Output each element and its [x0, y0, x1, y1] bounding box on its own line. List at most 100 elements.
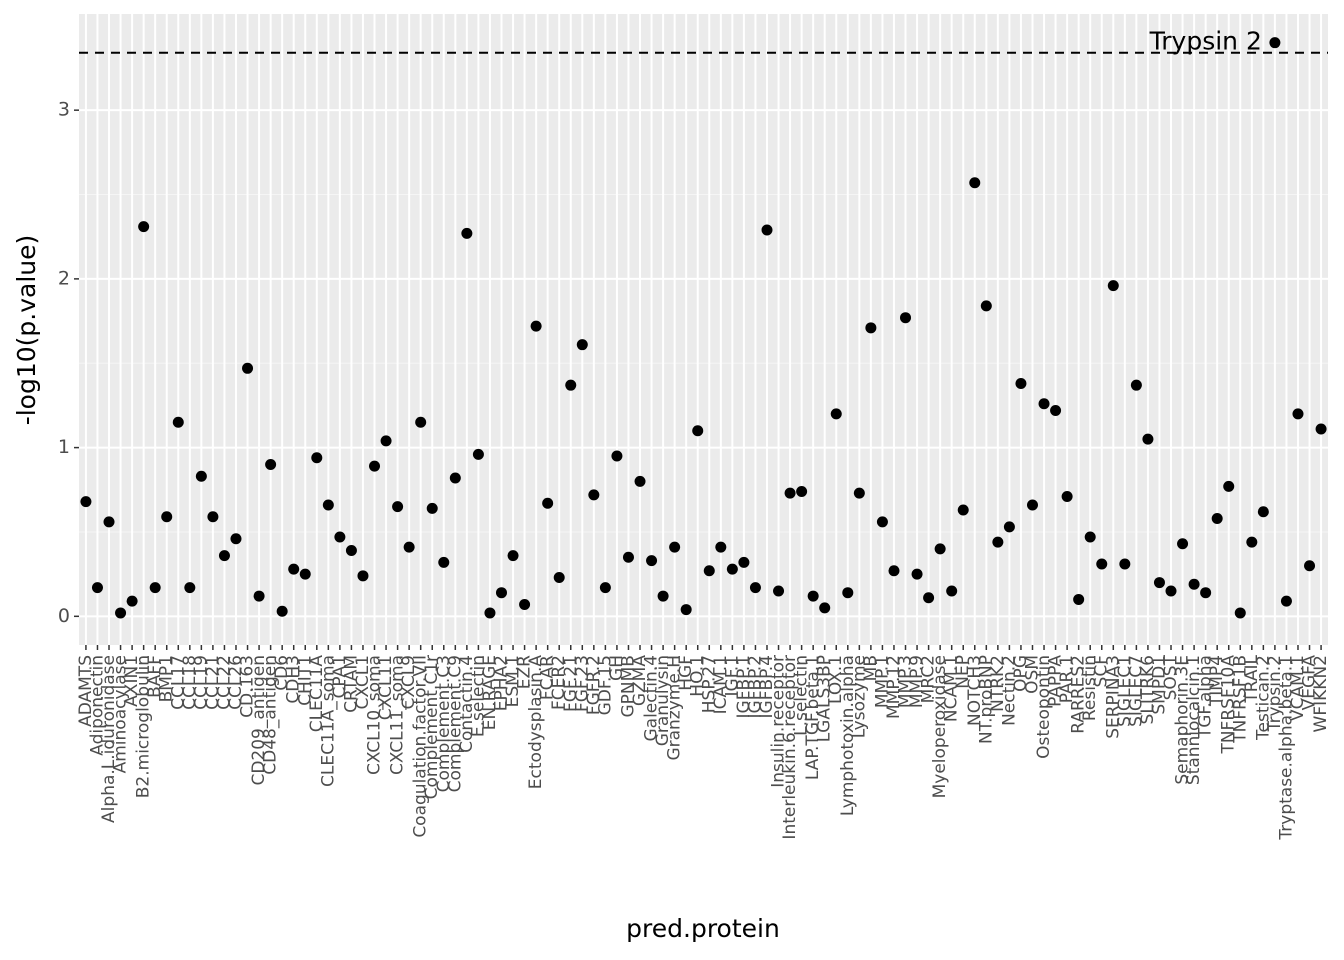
x-tick-label: Tryptase.alpha.beta.1	[1276, 655, 1296, 841]
x-tick-label: Granzyme.H	[665, 655, 685, 761]
point	[91, 582, 103, 594]
point	[726, 563, 738, 575]
x-tick-label: Alpha.L.iduronidase	[99, 655, 119, 823]
point	[1084, 531, 1096, 543]
point	[1026, 499, 1038, 511]
x-tick-label: Complement.C1r	[422, 655, 442, 799]
x-tick-label: HGF	[676, 655, 696, 691]
x-tick-label: MB	[861, 655, 881, 681]
x-tick-label: Resistin	[1080, 655, 1100, 721]
x-tick-label: RARRES2	[1069, 655, 1089, 734]
point	[265, 458, 277, 470]
x-tick-label: Semaphorin.3E	[1173, 655, 1193, 785]
point	[103, 516, 115, 528]
x-tick-label: BMP1	[157, 655, 177, 702]
x-tick-label: CXCL10_soma	[365, 655, 385, 775]
point	[519, 599, 531, 611]
x-tick-label: TNFRSF1B	[1230, 655, 1250, 744]
x-tick-label: FGFR.2	[584, 655, 604, 715]
x-tick-label: SCF	[1092, 655, 1112, 687]
x-tick-label: CCL17	[168, 655, 188, 710]
point	[669, 541, 681, 553]
x-tick-label: FGF.21	[561, 655, 581, 712]
x-tick-label: Osteopontin	[1034, 655, 1054, 759]
x-axis-title: pred.protein	[626, 914, 780, 943]
point	[172, 416, 184, 428]
point	[553, 572, 565, 584]
point	[1211, 512, 1223, 524]
x-tick-label: TGF.alpha	[1196, 655, 1216, 739]
point	[634, 475, 646, 487]
x-tick-label: VCAM.1	[1288, 655, 1308, 721]
point	[703, 565, 715, 577]
point	[288, 563, 300, 575]
point	[1003, 521, 1015, 533]
point	[530, 320, 542, 332]
x-tick-label: IGFBP.4	[757, 655, 777, 718]
point	[749, 582, 761, 594]
x-tick-label: LGALS3BP	[815, 655, 835, 742]
x-tick-label: TRAIL	[1242, 654, 1262, 703]
x-tick-label: CCL22	[214, 655, 234, 710]
point	[138, 221, 150, 233]
point	[495, 587, 507, 599]
point	[1292, 408, 1304, 420]
x-tick-label: HO.1	[688, 655, 708, 697]
x-tick-label: MMP.3	[896, 655, 916, 708]
point	[1257, 506, 1269, 518]
x-tick-label: L.selectin	[792, 655, 812, 736]
point	[218, 550, 230, 562]
x-tick-label: LAP.TGF.beta.1	[803, 655, 823, 780]
x-tick-label: E.selectin	[468, 655, 488, 737]
point	[334, 531, 346, 543]
x-tick-label: CRTAM	[341, 655, 361, 713]
panel-background	[79, 14, 1328, 645]
x-tick-label: ICAM.1	[711, 655, 731, 714]
point	[1304, 560, 1316, 572]
point	[599, 582, 611, 594]
x-tick-label: Galectin.4	[642, 655, 662, 742]
x-tick-label: MRC2	[919, 655, 939, 703]
point	[311, 452, 323, 464]
point	[946, 585, 958, 597]
x-tick-label: SLITRK6	[1138, 655, 1158, 724]
x-tick-label: B2.microglobulin	[134, 655, 154, 798]
point	[1177, 538, 1189, 550]
point	[322, 499, 334, 511]
point	[819, 602, 831, 614]
x-tick-label: EZR	[515, 655, 535, 689]
x-tick-label: CLEC11A	[307, 655, 327, 733]
x-tick-label: CD6	[272, 655, 292, 691]
x-tick-label: WFIKKN2	[1311, 655, 1331, 732]
point	[957, 504, 969, 516]
x-tick-label: CXCL1	[353, 655, 373, 709]
x-tick-label: CDH3	[284, 655, 304, 704]
point	[715, 541, 727, 553]
point	[1246, 536, 1258, 548]
x-tick-label: PAR.1	[1057, 655, 1077, 703]
point	[969, 177, 981, 189]
point	[426, 502, 438, 514]
x-tick-label: HSP.27	[699, 655, 719, 713]
point	[565, 379, 577, 391]
x-tick-label: CCL18	[180, 655, 200, 710]
x-tick-label: GDF.15	[595, 655, 615, 715]
x-tick-label: Interleukin.6.receptor	[780, 655, 800, 840]
point	[80, 496, 92, 508]
point	[796, 485, 808, 497]
point	[230, 533, 242, 545]
point	[853, 487, 865, 499]
x-tick-label: EPHA2	[491, 655, 511, 711]
x-tick-label: EN.RAGE	[480, 655, 500, 730]
point	[1107, 280, 1119, 292]
x-tick-label: Insulin.receptor	[769, 655, 789, 788]
point	[507, 550, 519, 562]
x-tick-label: NT.proBNP	[976, 655, 996, 744]
point	[1061, 491, 1073, 503]
point	[380, 435, 392, 447]
point	[738, 556, 750, 568]
x-tick-label: MMP.9	[907, 655, 927, 708]
x-tick-label: TNFRSF10A	[1219, 655, 1239, 755]
point	[149, 582, 161, 594]
